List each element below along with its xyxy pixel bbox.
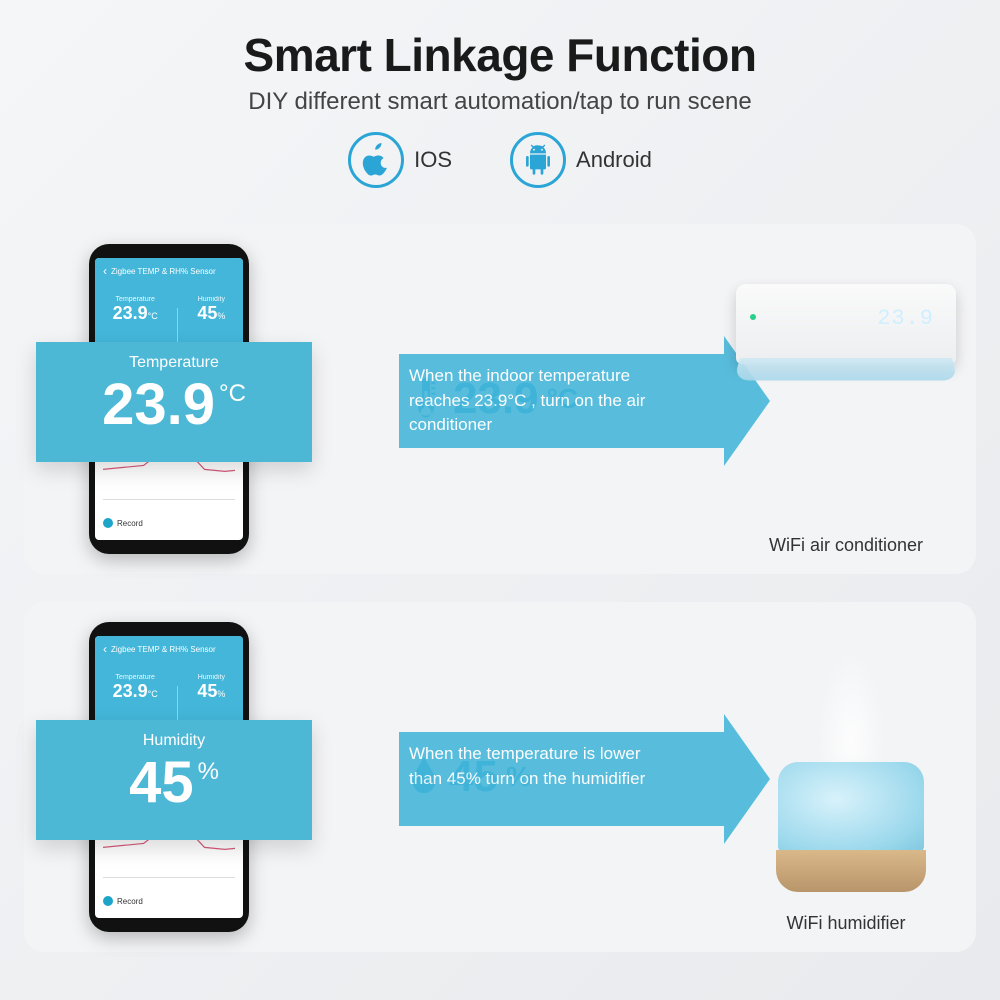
humidifier-icon [776,742,926,892]
record-icon [103,518,113,528]
header-block: Smart Linkage Function DIY different sma… [0,0,1000,200]
phone-app-header: ‹ Zigbee TEMP & RH% Sensor [103,264,235,278]
record-row: Record [103,896,143,906]
temperature-panel: ‹ Zigbee TEMP & RH% Sensor Temperature 2… [24,224,976,574]
ios-item: IOS [348,132,452,188]
ac-device-column: 23.9 WiFi air conditioner [716,224,976,574]
phone-app-header: ‹ Zigbee TEMP & RH% Sensor [103,642,235,656]
badge-unit: °C [219,382,246,406]
os-support-row: IOS Android [0,132,1000,188]
record-label: Record [117,897,143,906]
humidity-badge: Humidity 45 % [36,720,312,840]
record-label: Record [117,519,143,528]
phone-temp-value: 23.9 [113,303,148,323]
phone-app-title: Zigbee TEMP & RH% Sensor [111,267,216,276]
phone-hum-unit: % [217,689,225,699]
phone-app-title: Zigbee TEMP & RH% Sensor [111,645,216,654]
page-title: Smart Linkage Function [0,28,1000,82]
badge-value: 23.9 [102,376,215,434]
hum-mid-column: 45 % When the temperature is lower than … [409,602,716,952]
humidity-panel: ‹ Zigbee TEMP & RH% Sensor Temperature 2… [24,602,976,952]
android-label: Android [576,147,652,173]
arrow-right-icon: When the temperature is lower than 45% t… [399,732,726,826]
back-icon: ‹ [103,642,107,656]
phone-hum-label: Humidity [197,296,225,303]
phone-temp-label: Temperature [113,296,158,303]
android-item: Android [510,132,652,188]
ios-label: IOS [414,147,452,173]
humidifier-label: WiFi humidifier [716,913,976,934]
phone-temp-label: Temperature [113,674,158,681]
record-row: Record [103,518,143,528]
badge-label: Temperature [54,354,294,372]
phone-hum-value: 45 [197,303,217,323]
badge-value: 45 [129,754,194,812]
record-icon [103,896,113,906]
humidifier-device-column: WiFi humidifier [716,602,976,952]
hum-description: When the temperature is lower than 45% t… [409,742,666,791]
temp-mid-column: 23.9 °C When the indoor temperature reac… [409,224,716,574]
air-conditioner-icon: 23.9 [736,284,956,364]
apple-icon [348,132,404,188]
phone-temp-value: 23.9 [113,681,148,701]
badge-label: Humidity [54,732,294,750]
temp-description: When the indoor temperature reaches 23.9… [409,364,666,438]
phone-hum-value: 45 [197,681,217,701]
android-icon [510,132,566,188]
phone-hum-label: Humidity [197,674,225,681]
temperature-badge: Temperature 23.9 °C [36,342,312,462]
phone-temp-unit: °C [148,311,158,321]
ac-display-value: 23.9 [877,306,934,331]
badge-unit: % [198,760,219,784]
phone-hum-unit: % [217,311,225,321]
arrow-right-icon: When the indoor temperature reaches 23.9… [399,354,726,448]
phone-temp-unit: °C [148,689,158,699]
page-subtitle: DIY different smart automation/tap to ru… [0,88,1000,116]
back-icon: ‹ [103,264,107,278]
ac-label: WiFi air conditioner [716,535,976,556]
